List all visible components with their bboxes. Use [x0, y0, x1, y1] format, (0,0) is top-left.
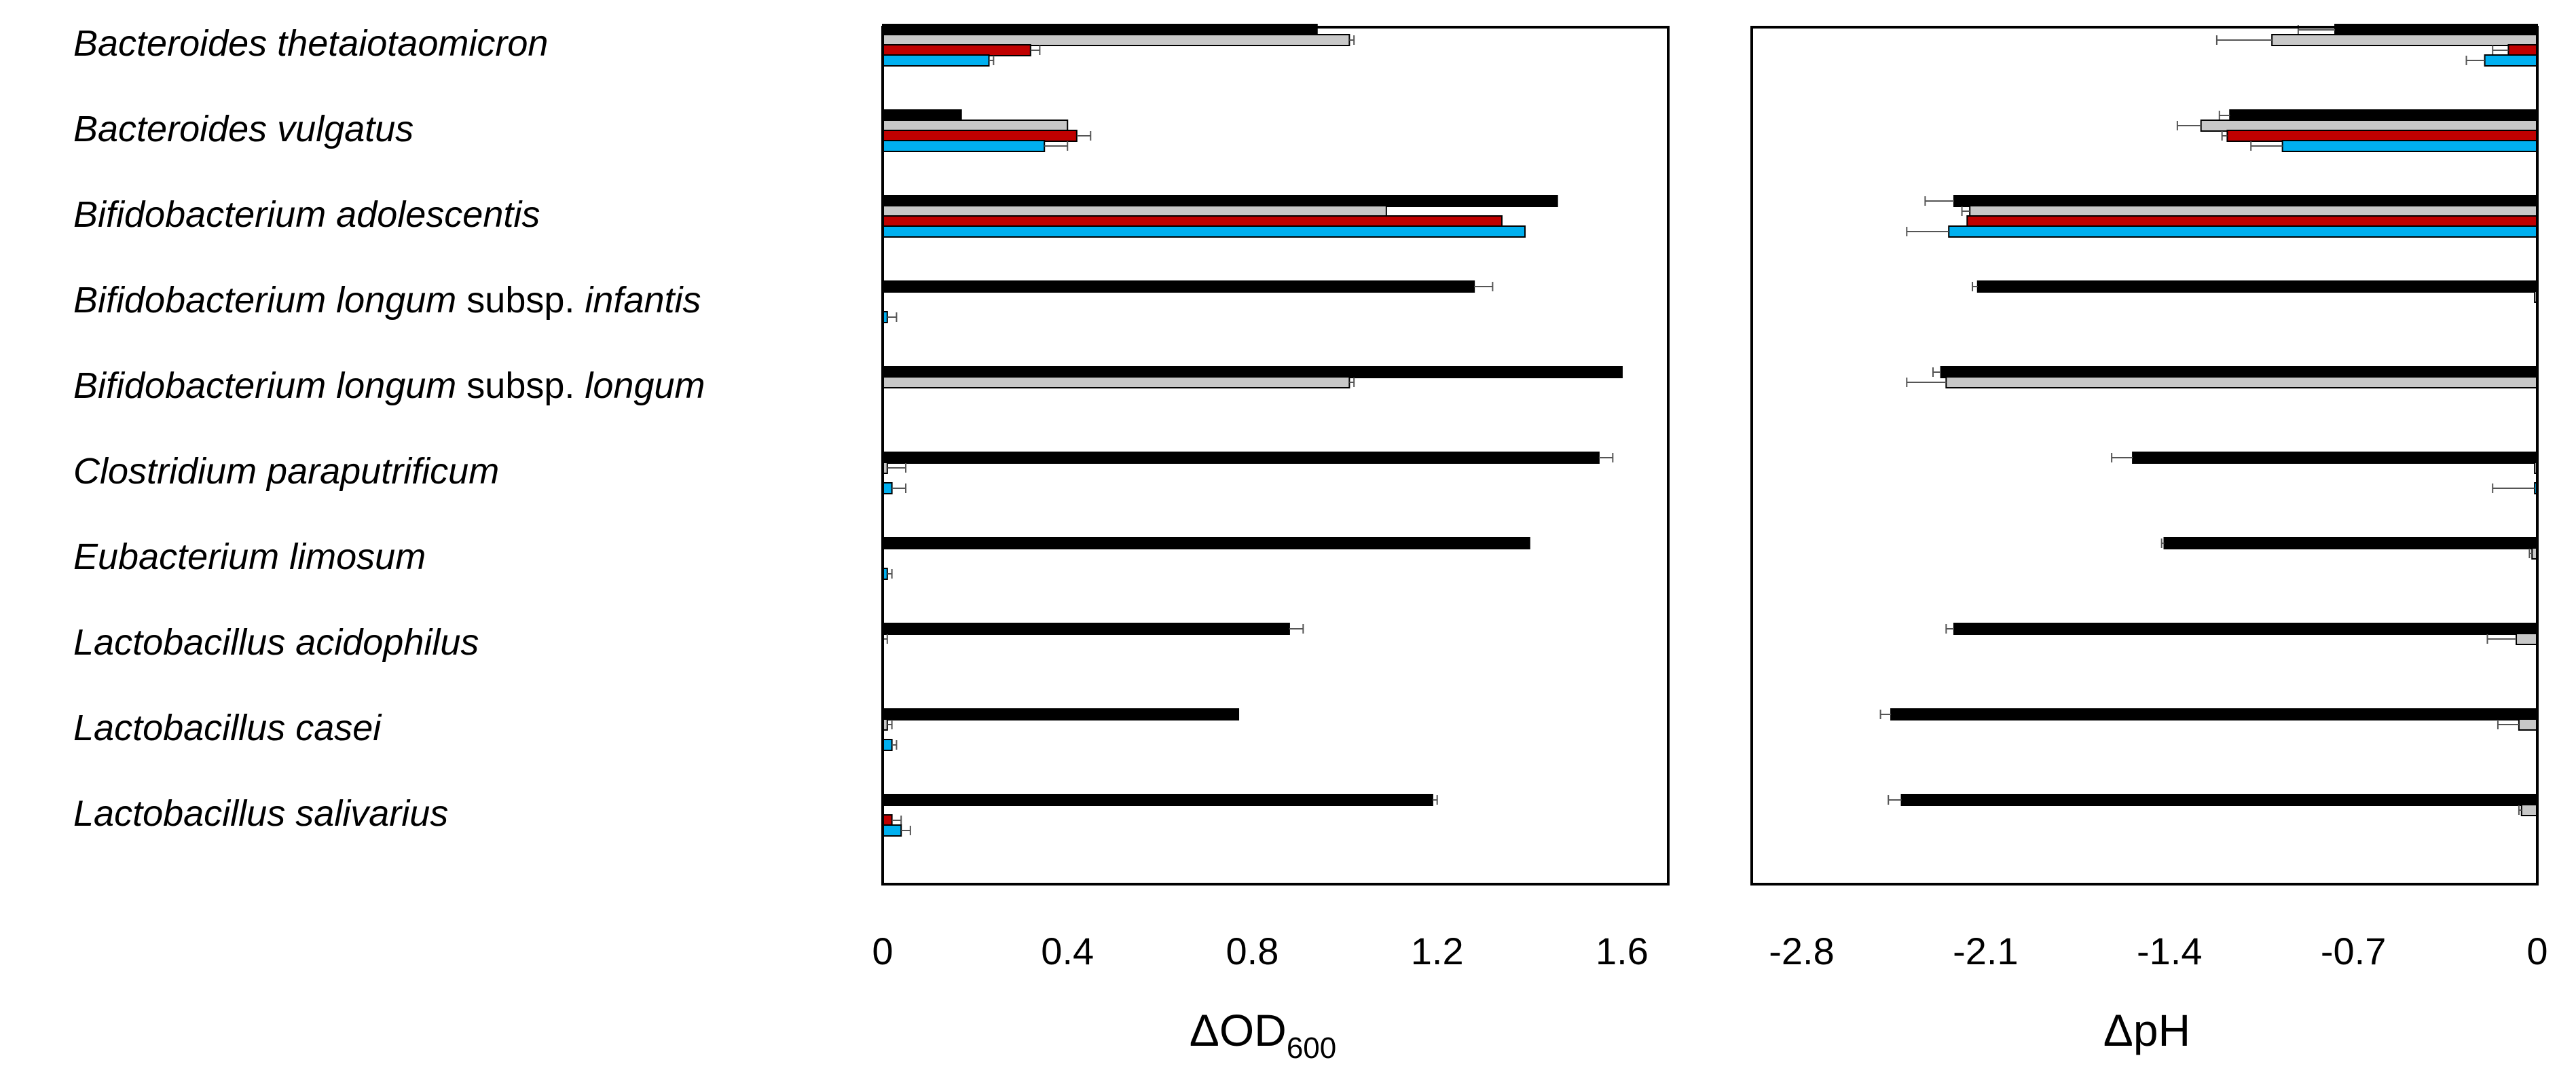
species-label: Bifidobacterium longum subsp. infantis	[73, 280, 701, 321]
ph-bar	[1953, 195, 2538, 207]
ph-bar	[2132, 452, 2538, 464]
species-label: Clostridium paraputrificum	[73, 451, 499, 492]
species-name: Lactobacillus acidophilus	[73, 622, 479, 663]
ph-bar	[1948, 225, 2538, 238]
species-subsp-word: subsp.	[456, 280, 585, 321]
species-name: Bacteroides thetaiotaomicron	[73, 23, 548, 64]
species-name: Bacteroides vulgatus	[73, 109, 413, 149]
od-bar	[882, 623, 1290, 635]
od-tick-label: 0	[872, 930, 893, 972]
od-bar	[882, 109, 962, 122]
species-name: Clostridium paraputrificum	[73, 451, 499, 492]
od-tick-label: 0.8	[1226, 930, 1279, 972]
species-label: Eubacterium limosum	[73, 536, 426, 577]
ph-bar	[2518, 718, 2539, 731]
od-axis-title-subscript: 600	[1287, 1032, 1336, 1065]
od-bars	[882, 24, 1623, 837]
ph-bar	[2226, 130, 2539, 142]
od-bar	[882, 794, 1433, 806]
ph-tick-label: -2.1	[1953, 930, 2019, 972]
species-subsp-word: subsp.	[456, 365, 585, 406]
species-label: Bifidobacterium adolescentis	[73, 194, 540, 235]
od-panel: 0 0.4 0.8 1.2 1.6 ΔOD600	[872, 24, 1670, 1065]
od-bar	[882, 824, 902, 837]
species-name: Lactobacillus casei	[73, 708, 382, 748]
species-label: Bacteroides vulgatus	[73, 109, 413, 149]
species-labels: Bacteroides thetaiotaomicron Bacteroides …	[73, 23, 705, 834]
od-axis-title-main: ΔOD	[1190, 1005, 1287, 1055]
od-bar	[882, 215, 1503, 227]
species-label: Bacteroides thetaiotaomicron	[73, 23, 548, 64]
od-bar	[882, 814, 893, 826]
od-plot-frame	[881, 26, 1670, 886]
ph-tick-labels: -2.8 -2.1 -1.4 -0.7 0	[1769, 930, 2547, 972]
ph-bar	[1953, 623, 2538, 635]
species-name: Bifidobacterium longum	[73, 280, 456, 321]
species-label: Lactobacillus casei	[73, 708, 382, 748]
od-bar	[882, 452, 1600, 464]
od-bar	[882, 140, 1046, 152]
ph-bar	[2200, 120, 2538, 132]
ph-bar	[2520, 804, 2539, 816]
od-tick-label: 0.4	[1041, 930, 1094, 972]
od-bar	[882, 205, 1387, 217]
species-label: Lactobacillus acidophilus	[73, 622, 479, 663]
od-bar	[882, 376, 1350, 388]
ph-panel: -2.8 -2.1 -1.4 -0.7 0 ΔpH	[1750, 24, 2548, 1055]
species-name: Bifidobacterium adolescentis	[73, 194, 540, 235]
ph-bar	[1976, 280, 2539, 293]
ph-plot-frame	[1750, 26, 2539, 886]
species-name: Lactobacillus salivarius	[73, 793, 448, 834]
od-bar	[882, 225, 1526, 238]
species-subsp-name: longum	[585, 365, 705, 406]
od-tick-labels: 0 0.4 0.8 1.2 1.6	[872, 930, 1648, 972]
od-bar	[882, 482, 893, 494]
species-label: Bifidobacterium longum subsp. longum	[73, 365, 705, 406]
ph-bar	[1966, 215, 2539, 227]
ph-tick-label: -2.8	[1769, 930, 1835, 972]
ph-bar	[1900, 794, 2538, 806]
od-bar	[882, 708, 1240, 720]
ph-bar	[1890, 708, 2538, 720]
ph-bar	[2516, 633, 2538, 645]
ph-bars	[1879, 24, 2539, 816]
ph-bar	[1940, 366, 2538, 378]
ph-bar	[2163, 537, 2538, 549]
ph-bar	[2281, 140, 2538, 152]
od-bar	[882, 44, 1031, 56]
od-bar	[882, 34, 1350, 46]
ph-bar	[2484, 54, 2538, 67]
od-bar	[882, 120, 1069, 132]
ph-bar	[1945, 376, 2539, 388]
species-subsp-name: infantis	[585, 280, 701, 321]
species-name: Bifidobacterium longum	[73, 365, 456, 406]
ph-bar	[2507, 44, 2539, 56]
od-bar	[882, 739, 893, 751]
ph-tick-label: 0	[2526, 930, 2547, 972]
od-tick-label: 1.6	[1596, 930, 1649, 972]
species-label: Lactobacillus salivarius	[73, 793, 448, 834]
ph-bar	[1969, 205, 2538, 217]
od-bar	[882, 195, 1558, 207]
od-bar	[882, 54, 990, 67]
od-axis-title: ΔOD600	[1190, 1005, 1337, 1065]
od-tick-label: 1.2	[1411, 930, 1464, 972]
ph-tick-label: -1.4	[2137, 930, 2203, 972]
species-name: Eubacterium limosum	[73, 536, 426, 577]
od-bar	[882, 280, 1475, 293]
od-bar	[882, 130, 1078, 142]
ph-tick-label: -0.7	[2321, 930, 2387, 972]
ph-axis-title: ΔpH	[2103, 1005, 2190, 1055]
ph-bar	[2229, 109, 2539, 122]
od-bar	[882, 537, 1530, 549]
od-bar	[882, 366, 1623, 378]
ph-bar	[2271, 34, 2538, 46]
